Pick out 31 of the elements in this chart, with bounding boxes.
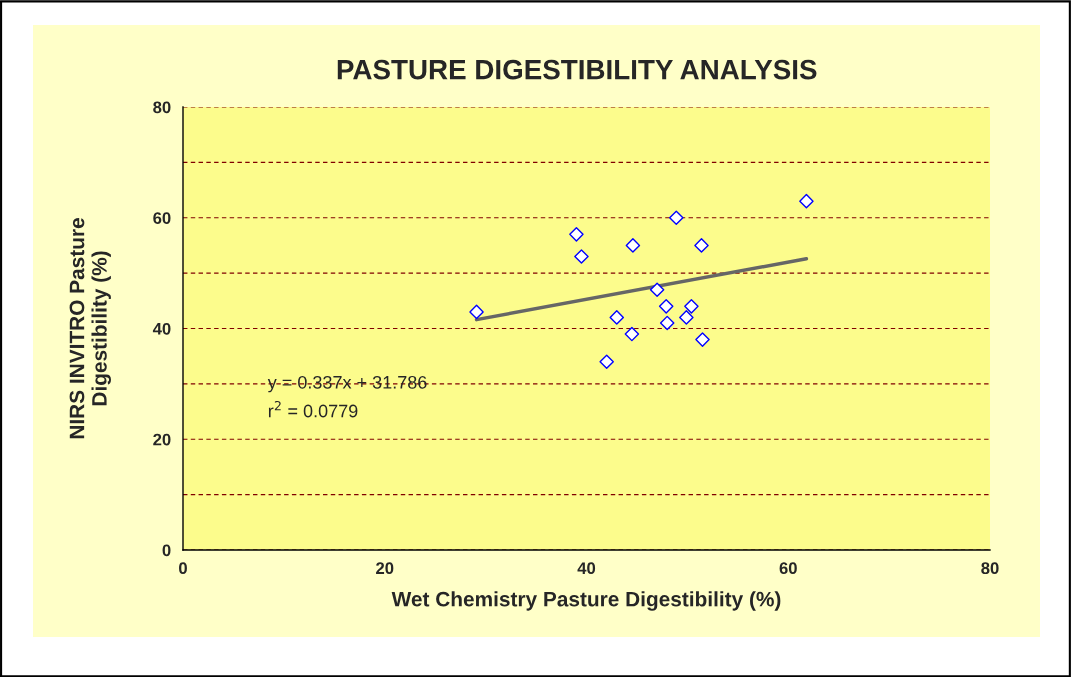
- point: [469, 304, 484, 320]
- y-tick-label: 60: [153, 212, 171, 224]
- point: [694, 238, 709, 253]
- annotation: r$^{2}$ = 0.0779: [268, 400, 358, 418]
- x-tick-label: 80: [981, 562, 999, 575]
- y-tick-label: 40: [152, 322, 171, 335]
- point: [574, 249, 589, 264]
- x-tick-label: 0: [179, 562, 187, 575]
- chart-title: PASTURE DIGESTIBILITY ANALYSIS: [337, 59, 817, 80]
- point: [609, 310, 625, 325]
- point: [569, 227, 584, 242]
- x-tick-label: 40: [577, 562, 596, 575]
- point: [599, 354, 614, 370]
- point: [624, 326, 640, 342]
- point: [799, 193, 814, 209]
- annotation: y = 0.337x + 31.786: [267, 375, 427, 393]
- point: [625, 238, 641, 253]
- point: [668, 210, 684, 226]
- y-tick-label: 80: [153, 101, 171, 114]
- point: [658, 299, 674, 314]
- y-axis-title: NIRS INVITRO Pasture Digestibility (%): [69, 218, 111, 439]
- point: [679, 310, 694, 325]
- point: [649, 282, 665, 298]
- x-tick-label: 60: [779, 562, 797, 575]
- point: [684, 299, 699, 314]
- point: [659, 315, 675, 331]
- x-axis-title: Wet Chemistry Pasture Digestibility (%): [391, 591, 781, 611]
- point: [695, 332, 710, 347]
- y-tick-label: 0: [162, 544, 171, 557]
- x-tick-label: 20: [376, 562, 394, 575]
- y-tick-label: 20: [153, 433, 171, 446]
